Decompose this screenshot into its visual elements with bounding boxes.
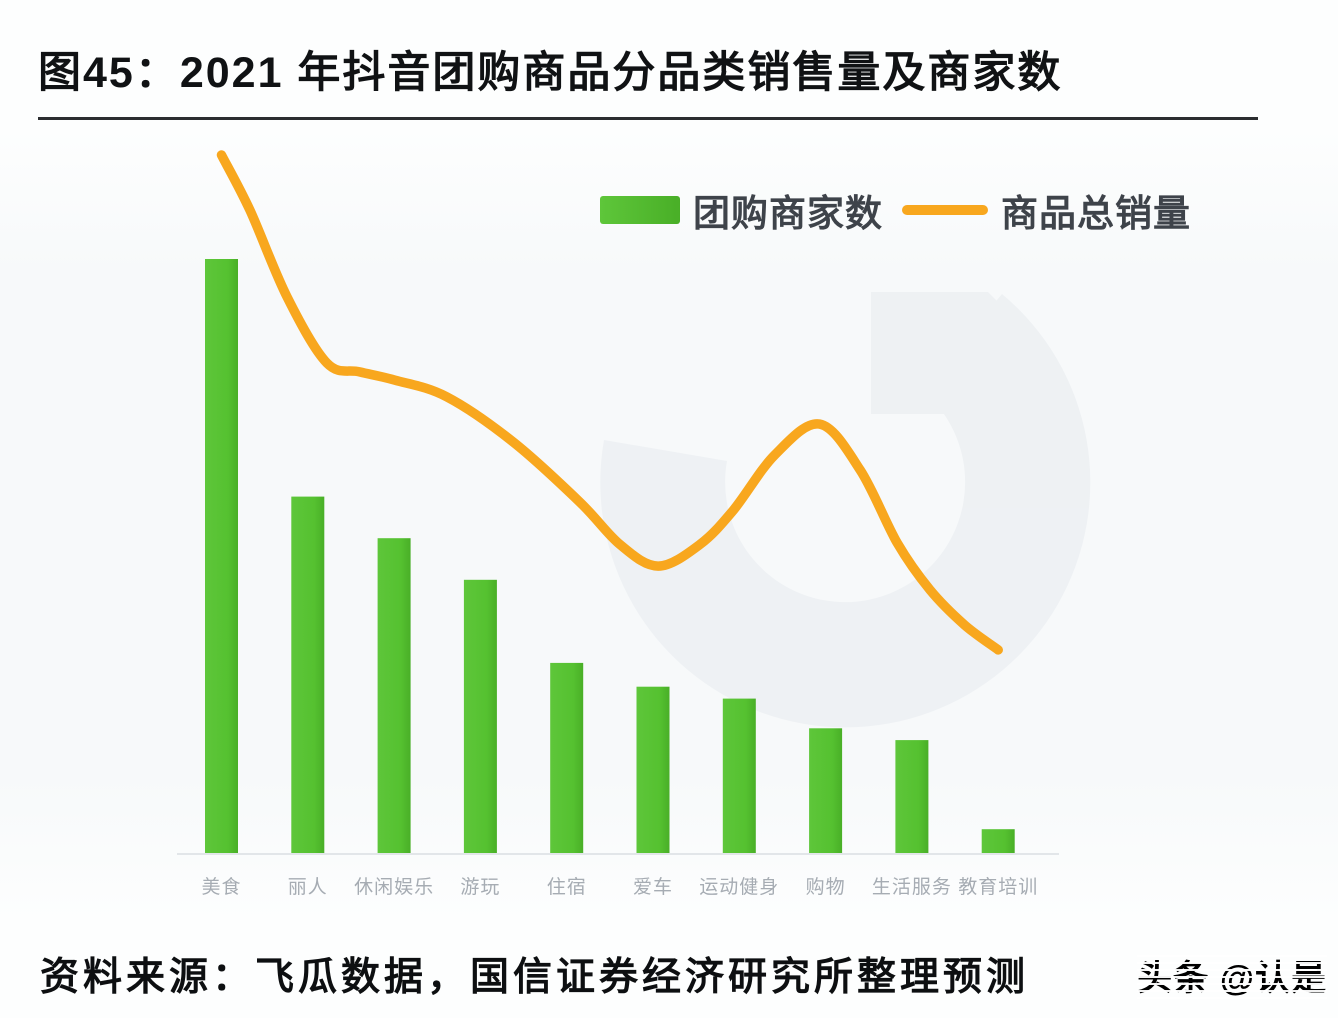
x-axis-label-美食: 美食 bbox=[201, 876, 241, 898]
toutiao-watermark-text: 头条 @认是 bbox=[1137, 950, 1327, 1001]
legend-bar-swatch bbox=[600, 196, 680, 224]
bar-爱车 bbox=[636, 686, 670, 853]
x-axis-label-丽人: 丽人 bbox=[288, 876, 328, 898]
bar-美食 bbox=[205, 259, 238, 853]
toutiao-watermark: 头条 @认是 bbox=[1137, 950, 1327, 1001]
bar-住宿 bbox=[550, 662, 584, 853]
bar-运动健身 bbox=[722, 698, 756, 853]
x-axis-label-购物: 购物 bbox=[806, 876, 846, 898]
line-series bbox=[216, 150, 1003, 655]
bar-丽人 bbox=[291, 496, 325, 853]
bar-series bbox=[205, 259, 1015, 853]
page-title: 图45：2021 年抖音团购商品分品类销售量及商家数 bbox=[38, 49, 1063, 97]
x-axis-label-爱车: 爱车 bbox=[633, 876, 673, 898]
x-axis-labels: 美食 丽人 休闲娱乐 游玩 住宿 爱车 运动健身 购物 生活服务 教育培训 bbox=[201, 876, 1038, 898]
x-axis-label-教育培训: 教育培训 bbox=[958, 876, 1038, 898]
sales-line bbox=[216, 150, 1003, 655]
legend-line-label: 商品总销量 bbox=[1001, 193, 1191, 234]
bar-游玩 bbox=[463, 579, 497, 853]
x-axis-label-住宿: 住宿 bbox=[547, 876, 587, 898]
x-axis-label-运动健身: 运动健身 bbox=[699, 876, 779, 898]
watermark-arrowhead bbox=[871, 292, 1025, 414]
logo-watermark bbox=[600, 292, 1091, 728]
bar-生活服务 bbox=[895, 740, 929, 853]
bar-购物 bbox=[809, 728, 843, 853]
title-divider bbox=[38, 117, 1258, 120]
x-axis-label-生活服务: 生活服务 bbox=[872, 876, 952, 898]
source-note: 资料来源：飞瓜数据，国信证券经济研究所整理预测 bbox=[40, 956, 1030, 999]
bar-休闲娱乐 bbox=[377, 538, 411, 853]
x-axis-label-游玩: 游玩 bbox=[460, 876, 500, 898]
legend-bar-label: 团购商家数 bbox=[693, 193, 883, 234]
legend-line-swatch bbox=[902, 205, 988, 215]
chart-legend: 团购商家数 商品总销量 bbox=[600, 190, 1191, 234]
bar-教育培训 bbox=[981, 829, 1015, 853]
x-axis-label-休闲娱乐: 休闲娱乐 bbox=[354, 876, 434, 898]
